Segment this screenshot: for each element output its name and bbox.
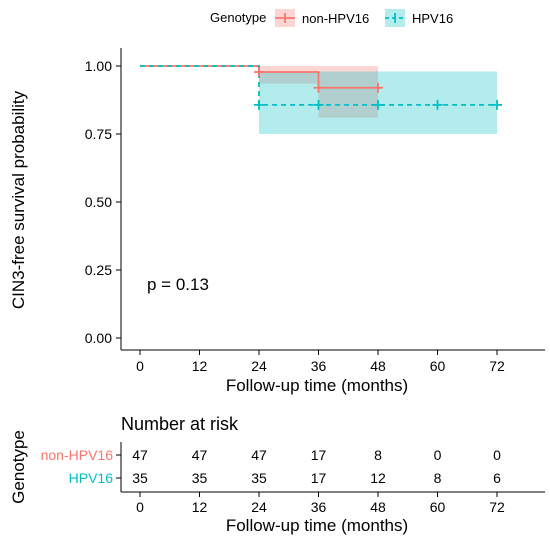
y-tick-label: 0.75 bbox=[85, 126, 112, 142]
risk-table: Number at risk non-HPV16 47 47 47 17 8 0 0 HPV16… bbox=[9, 414, 545, 535]
legend-label: non-HPV16 bbox=[302, 11, 369, 26]
risk-count: 12 bbox=[370, 470, 386, 486]
x-tick-label: 60 bbox=[430, 358, 446, 374]
risk-x-tick-label: 36 bbox=[311, 499, 327, 515]
censor-mark-hpv16-3 bbox=[432, 99, 443, 110]
risk-count: 17 bbox=[311, 470, 327, 486]
censor-mark-non-hpv16-1 bbox=[313, 82, 324, 93]
risk-count: 35 bbox=[132, 470, 148, 486]
legend-entries: non-HPV16 HPV16 bbox=[275, 9, 453, 27]
x-tick-label: 72 bbox=[489, 358, 505, 374]
risk-x-tick-label: 72 bbox=[489, 499, 505, 515]
risk-x-tick-label: 60 bbox=[430, 499, 446, 515]
legend-label: HPV16 bbox=[412, 11, 453, 26]
ci-band-non-hpv16-1 bbox=[318, 66, 378, 118]
risk-x-tick-label: 24 bbox=[251, 499, 267, 515]
x-tick-label: 48 bbox=[370, 358, 386, 374]
y-tick-label: 0.25 bbox=[85, 262, 112, 278]
y-tick-label: 0.50 bbox=[85, 194, 112, 210]
x-tick-label: 12 bbox=[192, 358, 208, 374]
censor-mark-hpv16-2 bbox=[373, 99, 383, 110]
risk-count: 47 bbox=[132, 447, 148, 463]
risk-x-axis-ticks: 0 12 24 36 48 60 72 bbox=[136, 492, 505, 515]
risk-count: 0 bbox=[434, 447, 442, 463]
y-tick-label: 0.00 bbox=[85, 330, 112, 346]
censor-mark-non-hpv16-2 bbox=[373, 82, 383, 93]
risk-rows: non-HPV16 47 47 47 17 8 0 0 HPV16 35 35 35 17 12 8 6 bbox=[41, 447, 501, 486]
x-axis-title: Follow-up time (months) bbox=[226, 376, 408, 395]
risk-y-axis-title: Genotype bbox=[9, 430, 28, 504]
censor-marks bbox=[254, 66, 502, 110]
y-tick-label: 1.00 bbox=[85, 58, 112, 74]
risk-count: 8 bbox=[374, 447, 382, 463]
risk-count: 47 bbox=[192, 447, 208, 463]
x-tick-label: 36 bbox=[311, 358, 327, 374]
x-tick-label: 24 bbox=[251, 358, 267, 374]
risk-count: 35 bbox=[192, 470, 208, 486]
risk-x-tick-label: 0 bbox=[136, 499, 144, 515]
censor-mark-non-hpv16-0 bbox=[254, 66, 264, 77]
curve-hpv16 bbox=[140, 65, 497, 106]
censor-mark-hpv16-4 bbox=[492, 99, 502, 110]
legend-title: Genotype bbox=[210, 10, 266, 25]
ci-band-non-hpv16-0 bbox=[259, 66, 319, 84]
survival-curves bbox=[140, 65, 497, 106]
p-value-annotation: p = 0.13 bbox=[147, 275, 209, 294]
risk-count: 6 bbox=[493, 470, 501, 486]
risk-row-name: HPV16 bbox=[69, 470, 114, 486]
censor-mark-hpv16-0 bbox=[254, 99, 264, 110]
x-axis-ticks: 0 12 24 36 48 60 72 bbox=[136, 350, 505, 374]
y-axis-title: CIN3-free survival probability bbox=[9, 90, 28, 309]
risk-x-axis-title: Follow-up time (months) bbox=[226, 516, 408, 535]
risk-count: 0 bbox=[493, 447, 501, 463]
risk-x-tick-label: 12 bbox=[192, 499, 208, 515]
legend: Genotype non-HPV16 HPV16 bbox=[210, 9, 453, 27]
risk-count: 8 bbox=[434, 470, 442, 486]
x-tick-label: 0 bbox=[136, 358, 144, 374]
y-axis-ticks: 0.00 0.25 0.50 0.75 1.00 bbox=[85, 58, 121, 346]
risk-count: 47 bbox=[251, 447, 267, 463]
risk-count: 17 bbox=[311, 447, 327, 463]
censor-mark-hpv16-1 bbox=[313, 99, 324, 110]
risk-table-title: Number at risk bbox=[121, 414, 239, 434]
risk-row-name: non-HPV16 bbox=[41, 447, 114, 463]
survival-plot: 0.00 0.25 0.50 0.75 1.00 0 12 24 36 48 60 72 p = 0… bbox=[9, 48, 545, 395]
risk-x-tick-label: 48 bbox=[370, 499, 386, 515]
risk-count: 35 bbox=[251, 470, 267, 486]
